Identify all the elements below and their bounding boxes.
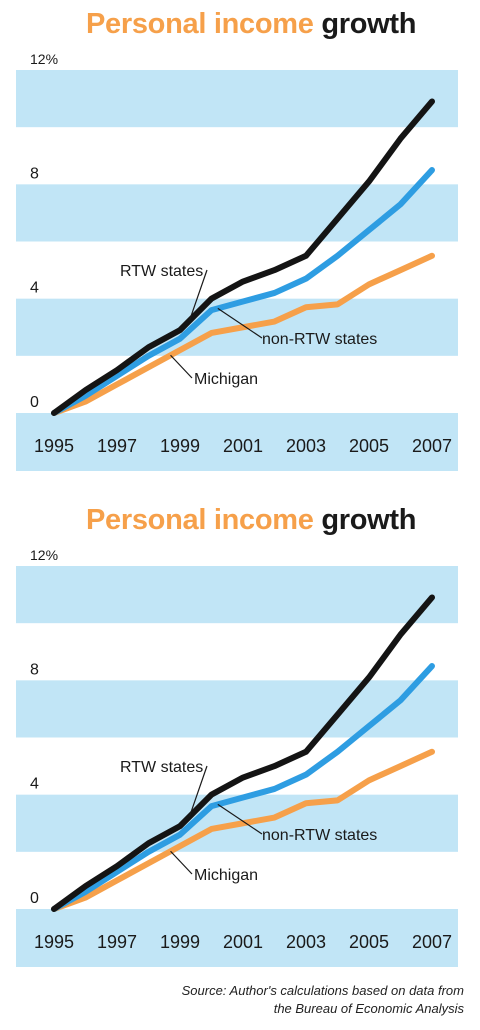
x-tick-label: 1995 (34, 932, 74, 952)
leader-line (217, 803, 263, 835)
y-tick-label: 12% (30, 547, 58, 563)
label-michigan: Michigan (194, 867, 258, 884)
leader-line (188, 269, 208, 321)
source-line-2: the Bureau of Economic Analysis (273, 1001, 464, 1016)
series-line-michigan (51, 252, 435, 416)
y-tick-label: 8 (30, 661, 39, 678)
series-line-michigan (51, 748, 435, 912)
y-tick-label: 4 (30, 280, 39, 297)
chart-panel-1: Personal income growth 12% 8 4 0 1995 1997 199… (0, 0, 480, 480)
label-rtw: RTW states (120, 263, 203, 280)
leader-line (170, 850, 193, 875)
line-chart: 12% 8 4 0 1995 1997 1999 2001 2003 2005 2007 RTW st… (16, 547, 458, 967)
line-chart: 12% 8 4 0 1995 1997 1999 2001 2003 2005 2007 RTW st… (16, 51, 458, 471)
chart-title: Personal income growth (86, 504, 417, 537)
y-tick-label: 4 (30, 776, 39, 793)
label-non-rtw: non-RTW states (262, 827, 377, 844)
leader-line (170, 354, 193, 379)
chart-panel-2: Personal income growth 12% 8 4 0 1995 1997 199… (0, 496, 480, 976)
x-tick-label: 2001 (223, 436, 263, 456)
y-tick-label: 8 (30, 165, 39, 182)
y-tick-label: 12% (30, 51, 58, 67)
chart-title: Personal income growth (86, 8, 417, 41)
x-tick-label: 2007 (412, 436, 452, 456)
grid-band (16, 70, 458, 128)
chart-title-part2: growth (321, 504, 417, 536)
x-tick-label: 1997 (97, 932, 137, 952)
y-tick-label: 0 (30, 394, 39, 411)
x-tick-label: 2007 (412, 932, 452, 952)
x-tick-label: 1999 (160, 436, 200, 456)
grid-band (16, 909, 458, 967)
label-rtw: RTW states (120, 759, 203, 776)
x-tick-label: 2005 (349, 932, 389, 952)
grid-band (16, 680, 458, 738)
x-tick-label: 2003 (286, 436, 326, 456)
series-line-non-rtw (51, 663, 435, 912)
grid-band (16, 566, 458, 624)
grid-band (16, 413, 458, 471)
leader-line (217, 307, 263, 339)
series-line-rtw (51, 98, 435, 416)
source-note: Source: Author's calculations based on d… (182, 982, 464, 1018)
chart-title-part2: growth (321, 8, 417, 40)
x-tick-label: 1999 (160, 932, 200, 952)
chart-title-part1: Personal income (86, 8, 314, 40)
x-tick-label: 1995 (34, 436, 74, 456)
x-tick-label: 1997 (97, 436, 137, 456)
leader-line (188, 765, 208, 817)
x-tick-label: 2003 (286, 932, 326, 952)
series-line-non-rtw (51, 167, 435, 416)
series-line-rtw (51, 594, 435, 912)
label-michigan: Michigan (194, 371, 258, 388)
source-line-1: Source: Author's calculations based on d… (181, 983, 464, 998)
grid-band (16, 184, 458, 242)
y-tick-label: 0 (30, 890, 39, 907)
chart-title-part1: Personal income (86, 504, 314, 536)
x-tick-label: 2005 (349, 436, 389, 456)
x-tick-label: 2001 (223, 932, 263, 952)
label-non-rtw: non-RTW states (262, 331, 377, 348)
